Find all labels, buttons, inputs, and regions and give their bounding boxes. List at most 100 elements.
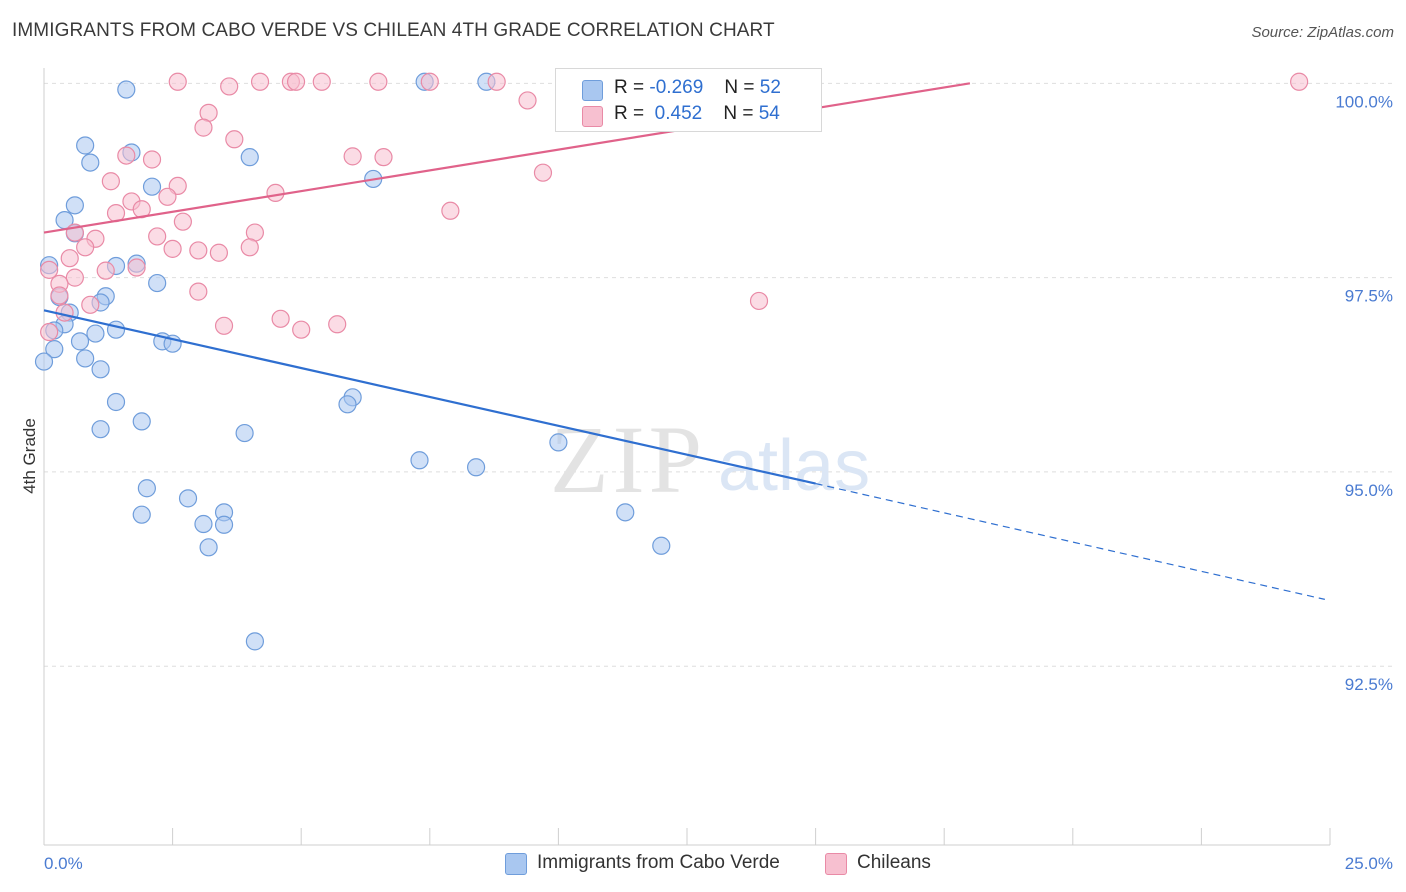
correlation-legend: R = -0.269 N = 52 R = 0.452 N = 54 — [555, 68, 822, 132]
point-chileans — [168, 72, 187, 91]
x-tick-label: 0.0% — [44, 854, 83, 873]
trend-line-cabo-verde-extension — [815, 483, 1325, 600]
point-chileans — [487, 72, 506, 91]
legend-swatch-cabo-verde — [505, 853, 527, 875]
trend-line-chileans — [43, 82, 971, 234]
n-value: 52 — [759, 77, 781, 98]
legend-swatch-cabo-verde — [582, 80, 603, 101]
point-chileans — [81, 295, 100, 314]
point-chileans — [142, 150, 162, 169]
r-label: R = — [614, 77, 645, 98]
point-chileans — [96, 261, 115, 280]
point-chileans — [328, 315, 347, 334]
point-cabo-verde — [137, 479, 156, 498]
x-tick-label: 25.0% — [1345, 854, 1393, 873]
point-chileans — [50, 286, 69, 305]
point-cabo-verde — [76, 349, 95, 368]
point-chileans — [117, 146, 136, 165]
y-tick-label: 95.0% — [1345, 481, 1393, 500]
y-tick-label: 97.5% — [1345, 287, 1393, 306]
point-cabo-verde — [214, 515, 234, 534]
r-value: 0.452 — [649, 103, 703, 124]
point-cabo-verde — [132, 412, 151, 431]
point-cabo-verde — [81, 153, 100, 172]
r-value: -0.269 — [649, 77, 704, 98]
point-chileans — [173, 212, 192, 231]
point-chileans — [65, 268, 84, 287]
point-cabo-verde — [549, 433, 568, 452]
point-chileans — [194, 118, 213, 137]
point-chileans — [40, 322, 59, 342]
point-cabo-verde — [106, 320, 126, 339]
point-chileans — [220, 77, 239, 96]
point-cabo-verde — [199, 538, 218, 557]
point-cabo-verde — [132, 505, 151, 524]
point-cabo-verde — [65, 196, 84, 215]
point-cabo-verde — [338, 395, 357, 414]
point-cabo-verde — [142, 177, 162, 196]
point-chileans — [286, 72, 306, 91]
point-cabo-verde — [410, 451, 429, 470]
grid-lines — [44, 82, 1392, 667]
point-cabo-verde — [76, 136, 95, 155]
r-label: R = — [614, 103, 645, 124]
trend-line-cabo-verde — [43, 309, 816, 485]
point-cabo-verde — [652, 536, 671, 555]
point-chileans — [441, 201, 460, 220]
point-cabo-verde — [86, 324, 105, 343]
point-chileans — [250, 72, 270, 91]
point-cabo-verde — [616, 503, 635, 522]
point-chileans — [343, 147, 362, 166]
point-chileans — [148, 227, 167, 246]
axes — [43, 68, 1331, 846]
point-chileans — [369, 72, 388, 91]
point-chileans — [189, 241, 208, 260]
point-chileans — [101, 172, 120, 191]
point-cabo-verde — [117, 80, 136, 99]
point-chileans — [266, 183, 285, 203]
n-label: N = — [724, 77, 755, 98]
tick-labels: 92.5% 95.0% 97.5% 100.0% 0.0% 25.0% — [44, 92, 1393, 873]
point-chileans — [163, 239, 182, 258]
point-cabo-verde — [70, 332, 90, 351]
watermark-atlas: atlas — [718, 426, 870, 506]
point-cabo-verde — [194, 514, 213, 534]
legend-label-cabo-verde: Immigrants from Cabo Verde — [537, 852, 780, 873]
point-chileans — [518, 91, 537, 110]
trend-lines — [43, 82, 1325, 600]
legend-label-chileans: Chileans — [857, 852, 931, 873]
n-value: 54 — [758, 103, 780, 124]
y-tick-label: 100.0% — [1335, 92, 1393, 111]
point-cabo-verde — [106, 392, 126, 412]
point-chileans — [60, 249, 79, 268]
point-chileans — [420, 72, 439, 91]
point-cabo-verde — [45, 340, 64, 359]
point-chileans — [749, 291, 769, 311]
point-chileans — [209, 243, 228, 262]
legend-swatch-chileans — [825, 853, 847, 875]
chart-title: IMMIGRANTS FROM CABO VERDE VS CHILEAN 4T… — [12, 20, 775, 41]
point-chileans — [225, 130, 244, 149]
data-points — [34, 72, 1309, 651]
point-cabo-verde — [245, 632, 265, 651]
point-chileans — [214, 316, 234, 335]
legend-swatch-chileans — [582, 106, 603, 127]
point-chileans — [40, 260, 59, 279]
point-chileans — [76, 238, 95, 257]
watermark-zip: ZIP — [550, 406, 706, 513]
point-chileans — [1290, 72, 1309, 91]
point-cabo-verde — [148, 273, 167, 293]
point-chileans — [533, 163, 553, 182]
point-chileans — [240, 238, 259, 257]
point-cabo-verde — [240, 148, 259, 167]
point-chileans — [374, 148, 393, 167]
point-cabo-verde — [178, 489, 198, 508]
series-legend: Immigrants from Cabo Verde Chileans — [0, 852, 1406, 878]
point-chileans — [271, 309, 290, 328]
point-cabo-verde — [91, 420, 110, 439]
point-chileans — [127, 258, 146, 277]
n-label: N = — [723, 103, 754, 124]
point-cabo-verde — [235, 423, 254, 443]
point-cabo-verde — [91, 360, 110, 379]
point-chileans — [292, 320, 311, 339]
